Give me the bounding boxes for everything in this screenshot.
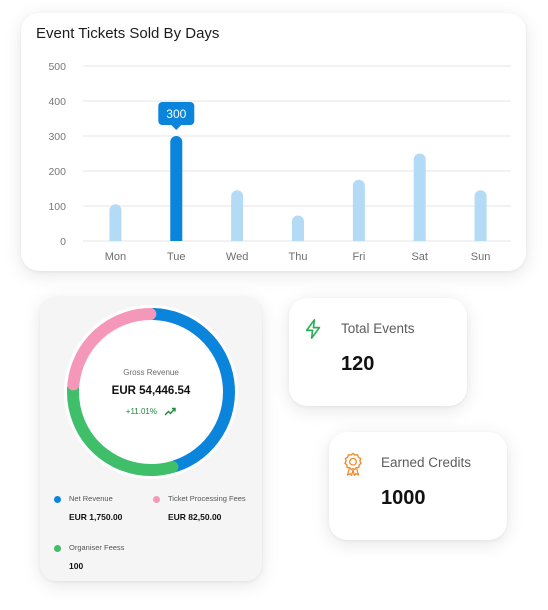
donut-segment-organiser-feess: [67, 381, 179, 476]
donut-segment-net-revenue: [147, 308, 235, 472]
award-icon: [344, 452, 362, 476]
legend-value: EUR 82,50.00: [168, 512, 222, 522]
donut-inner-disc: [82, 323, 220, 461]
earned-credits-value: 1000: [381, 487, 426, 509]
bar-base: [352, 235, 365, 241]
x-tick-label: Thu: [289, 251, 308, 263]
y-tick-label: 500: [48, 61, 66, 73]
bar-base: [292, 235, 304, 241]
x-tick-label: Wed: [226, 251, 248, 263]
chart-title: Event Tickets Sold By Days: [36, 25, 220, 42]
y-tick-label: 300: [48, 131, 66, 143]
x-tick-label: Fri: [352, 251, 365, 263]
tickets-bar-chart: 0 100 200 300 400 500 Mon Tue 300 Wed Thu Fri Sat Sun: [48, 61, 511, 263]
legend-value: 100: [69, 561, 84, 571]
legend-label: Ticket Processing Fees: [168, 494, 246, 503]
legend-label: Organiser Feess: [69, 543, 125, 552]
bar-base: [474, 235, 487, 241]
legend-value: EUR 1,750.00: [69, 512, 123, 522]
total-events-value: 120: [341, 353, 375, 375]
tickets-chart-card: Event Tickets Sold By Days 0 100 200 300 400…: [21, 13, 526, 271]
bar-wed: [231, 190, 244, 241]
legend-dot: [153, 496, 160, 503]
tooltip-value: 300: [166, 107, 186, 121]
gross-revenue-card: Gross Revenue EUR 54,446.54 +11.01% Net …: [40, 297, 262, 581]
bar-sat: [413, 153, 426, 241]
x-tick-label: Tue: [167, 251, 186, 263]
legend-dot: [54, 496, 61, 503]
y-tick-label: 100: [48, 201, 66, 213]
y-tick-label: 200: [48, 166, 66, 178]
x-tick-label: Mon: [105, 251, 126, 263]
donut-segment-ticket-processing-fees: [67, 308, 157, 391]
change-percent: +11.01%: [125, 407, 157, 416]
x-tick-label: Sat: [411, 251, 428, 263]
revenue-donut-chart: [64, 305, 238, 479]
legend-label: Net Revenue: [69, 494, 113, 503]
lightning-icon: [305, 319, 321, 339]
tooltip-arrow: [171, 125, 182, 130]
tooltip-box: [158, 102, 195, 125]
total-events-label: Total Events: [341, 321, 415, 336]
gross-revenue-value: EUR 54,446.54: [111, 385, 191, 397]
bar-sun: [474, 190, 487, 241]
bar-mon: [109, 204, 122, 241]
bar-base: [413, 235, 426, 241]
legend-dot: [54, 545, 61, 552]
y-tick-label: 400: [48, 96, 66, 108]
gross-revenue-label: Gross Revenue: [123, 368, 179, 377]
bar-thu: [292, 215, 304, 241]
bar-fri: [352, 179, 365, 241]
bar-base: [109, 235, 122, 241]
earned-credits-card: Earned Credits 1000: [329, 432, 507, 540]
bar-tue: [170, 136, 183, 241]
bar-base: [231, 235, 244, 241]
gross-revenue-change: +11.01%: [76, 407, 226, 416]
y-tick-label: 0: [60, 236, 66, 248]
bar-base: [170, 235, 183, 241]
earned-credits-label: Earned Credits: [381, 455, 472, 470]
trending-up-icon: [164, 408, 176, 416]
x-tick-label: Sun: [471, 251, 491, 263]
total-events-card: Total Events 120: [289, 298, 467, 406]
